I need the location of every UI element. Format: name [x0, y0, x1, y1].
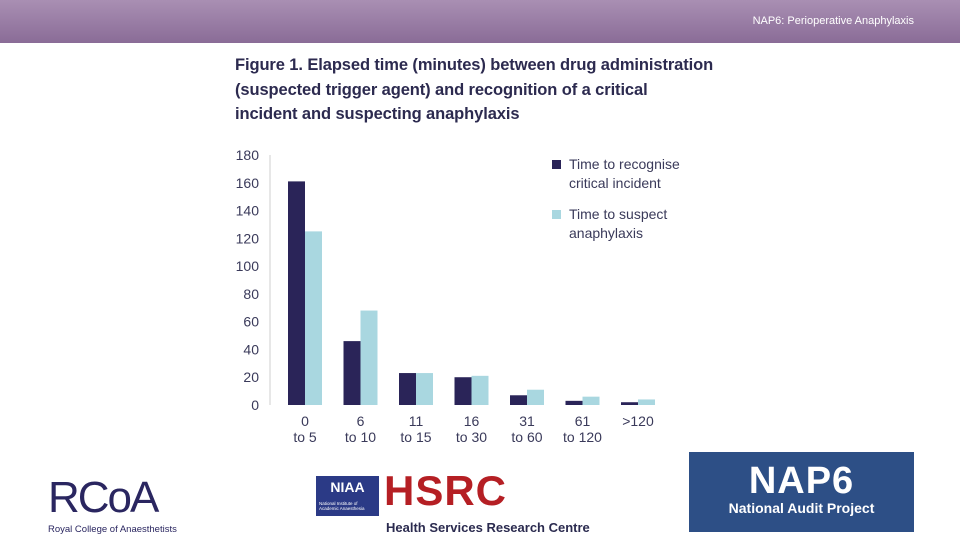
- y-tick-label: 140: [236, 203, 260, 219]
- bar-suspect-anaphylaxis: [638, 399, 655, 405]
- niaa-logo: NIAA National Institute of Academic Anae…: [316, 476, 379, 516]
- x-tick-label: to 5: [293, 429, 317, 445]
- x-tick-label: 0: [301, 413, 309, 429]
- figure-title-line: Figure 1. Elapsed time (minutes) between…: [235, 56, 714, 74]
- header-bar: NAP6: Perioperative Anaphylaxis: [0, 0, 960, 43]
- nap6-logo: NAP6 National Audit Project: [689, 452, 914, 532]
- legend-swatch-recognise: [552, 160, 561, 169]
- y-tick-label: 40: [243, 341, 259, 357]
- header-title: NAP6: Perioperative Anaphylaxis: [752, 15, 914, 27]
- hsrc-logo: HSRC: [384, 467, 508, 514]
- legend-label: Time to recognise: [569, 156, 680, 172]
- legend-swatch-suspect: [552, 210, 561, 219]
- figure-title-line: incident and suspecting anaphylaxis: [235, 105, 520, 123]
- x-tick-label: 6: [357, 413, 365, 429]
- x-tick-label: to 15: [400, 429, 431, 445]
- legend-label: critical incident: [569, 175, 661, 191]
- bar-recognise-critical-incident: [343, 341, 361, 405]
- x-tick-label: 31: [519, 413, 535, 429]
- y-tick-label: 80: [243, 286, 259, 302]
- bar-suspect-anaphylaxis: [305, 231, 322, 405]
- y-tick-label: 100: [236, 258, 260, 274]
- figure-title: Figure 1. Elapsed time (minutes) between…: [235, 53, 755, 127]
- y-tick-label: 180: [236, 147, 260, 163]
- x-tick-label: to 60: [511, 429, 542, 445]
- y-tick-label: 0: [251, 397, 259, 413]
- x-tick-label: 11: [409, 413, 424, 429]
- x-tick-label: 16: [464, 413, 480, 429]
- bar-recognise-critical-incident: [565, 400, 583, 405]
- niaa-logo-name: NIAA: [330, 479, 365, 495]
- y-tick-label: 120: [236, 230, 260, 246]
- bar-suspect-anaphylaxis: [471, 375, 489, 405]
- y-tick-label: 60: [243, 314, 259, 330]
- bar-recognise-critical-incident: [288, 181, 305, 405]
- nap6-logo-name: NAP6: [748, 460, 855, 502]
- bar-recognise-critical-incident: [399, 373, 416, 405]
- rcoa-logo-letters: RCoA: [48, 473, 159, 522]
- y-tick-label: 160: [236, 175, 260, 191]
- x-tick-label: to 120: [563, 429, 602, 445]
- x-tick-label: 61: [575, 413, 591, 429]
- bar-recognise-critical-incident: [454, 377, 472, 405]
- rcoa-logo: RCoA Royal College of Anaesthetists: [48, 476, 198, 538]
- y-tick-label: 20: [243, 369, 259, 385]
- legend-label: anaphylaxis: [569, 225, 643, 241]
- legend-label: Time to suspect: [569, 206, 667, 222]
- bar-recognise-critical-incident: [510, 395, 527, 405]
- bar-recognise-critical-incident: [621, 402, 638, 405]
- niaa-logo-subtitle: National Institute of Academic Anaesthes…: [319, 501, 365, 511]
- x-tick-label: to 10: [345, 429, 376, 445]
- hsrc-logo-subtitle: Health Services Research Centre: [386, 520, 590, 535]
- bar-suspect-anaphylaxis: [416, 373, 433, 405]
- bar-suspect-anaphylaxis: [582, 396, 600, 405]
- x-tick-label: to 30: [456, 429, 487, 445]
- rcoa-logo-subtitle: Royal College of Anaesthetists: [48, 524, 177, 535]
- nap6-logo-subtitle: National Audit Project: [728, 500, 875, 516]
- bar-suspect-anaphylaxis: [360, 310, 378, 405]
- figure-title-line: (suspected trigger agent) and recognitio…: [235, 80, 648, 99]
- x-tick-label: >120: [622, 413, 654, 429]
- bar-suspect-anaphylaxis: [527, 389, 544, 405]
